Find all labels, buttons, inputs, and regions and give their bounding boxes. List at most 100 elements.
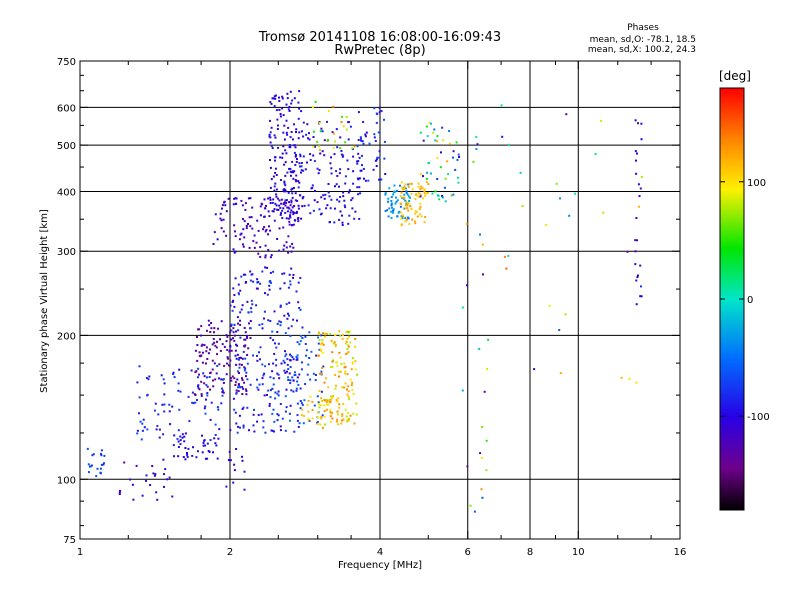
- data-point: [269, 196, 272, 199]
- data-point: [283, 124, 286, 127]
- data-point: [307, 363, 310, 366]
- data-point: [404, 217, 407, 220]
- data-point: [233, 197, 236, 200]
- data-point: [418, 213, 421, 216]
- data-point: [264, 365, 267, 368]
- data-point: [222, 381, 225, 384]
- data-point: [269, 280, 272, 282]
- data-point: [243, 345, 246, 348]
- data-point: [273, 134, 276, 137]
- data-point: [279, 213, 282, 216]
- data-point: [639, 295, 642, 298]
- data-point: [265, 229, 268, 231]
- data-point: [273, 219, 276, 222]
- data-point: [282, 207, 285, 210]
- data-point: [290, 209, 293, 212]
- data-point: [426, 135, 429, 138]
- data-point: [272, 383, 275, 386]
- data-point: [269, 159, 271, 161]
- data-point: [559, 197, 561, 200]
- data-point: [640, 285, 642, 288]
- data-point: [289, 283, 292, 286]
- data-point: [340, 153, 343, 156]
- data-point: [156, 425, 159, 427]
- data-point: [636, 152, 638, 155]
- data-point: [225, 340, 228, 343]
- data-point: [200, 380, 203, 383]
- data-point: [270, 254, 273, 257]
- data-point: [329, 398, 332, 401]
- data-point: [299, 194, 301, 197]
- data-point: [191, 401, 194, 404]
- data-point: [284, 350, 286, 353]
- data-point: [201, 343, 204, 346]
- data-point: [321, 351, 324, 354]
- data-point: [321, 426, 324, 429]
- data-point: [220, 219, 223, 222]
- data-point: [300, 171, 302, 174]
- data-point: [287, 379, 290, 381]
- data-point: [333, 221, 336, 224]
- data-point: [402, 188, 405, 191]
- data-point: [252, 240, 255, 243]
- data-point: [289, 280, 292, 283]
- data-point: [323, 139, 326, 142]
- data-point: [203, 375, 206, 378]
- data-point: [278, 320, 281, 323]
- data-point: [304, 335, 307, 338]
- data-point: [290, 102, 293, 105]
- data-point: [277, 394, 280, 397]
- data-point: [207, 352, 210, 355]
- data-point: [247, 197, 250, 200]
- data-point: [329, 415, 332, 418]
- data-point: [211, 359, 214, 362]
- data-point: [286, 210, 289, 213]
- data-point: [234, 384, 237, 386]
- data-point: [358, 186, 361, 189]
- data-point: [249, 197, 252, 200]
- data-point: [263, 372, 266, 375]
- data-point: [284, 204, 287, 207]
- data-point: [377, 131, 380, 134]
- data-point: [425, 125, 428, 128]
- data-point: [500, 104, 503, 107]
- data-point: [129, 478, 131, 481]
- data-point: [308, 419, 311, 422]
- data-point: [252, 413, 255, 416]
- data-point: [95, 475, 98, 478]
- data-point: [392, 208, 395, 211]
- data-point: [461, 306, 464, 309]
- data-point: [192, 402, 195, 405]
- data-point: [426, 171, 429, 174]
- data-point: [347, 222, 350, 225]
- data-point: [318, 145, 321, 148]
- data-point: [346, 393, 349, 396]
- data-point: [241, 386, 244, 389]
- data-point: [393, 184, 396, 187]
- data-point: [288, 106, 291, 108]
- data-point: [213, 331, 215, 334]
- data-point: [238, 293, 240, 296]
- data-point: [322, 365, 325, 368]
- data-point: [351, 381, 354, 384]
- data-point: [227, 357, 229, 360]
- data-point: [236, 378, 239, 381]
- data-point: [308, 138, 311, 141]
- data-point: [293, 97, 296, 100]
- data-point: [441, 126, 444, 129]
- data-point: [198, 373, 200, 376]
- data-point: [277, 414, 280, 417]
- data-point: [215, 444, 218, 447]
- data-point: [296, 158, 298, 160]
- data-point: [177, 389, 180, 392]
- data-point: [191, 454, 194, 457]
- data-point: [196, 399, 198, 401]
- data-point: [634, 239, 637, 242]
- data-point: [271, 147, 274, 149]
- data-point: [283, 314, 286, 317]
- data-point: [301, 408, 304, 411]
- data-point: [285, 241, 288, 244]
- data-point: [286, 199, 288, 202]
- data-point: [392, 211, 395, 214]
- data-point: [505, 267, 508, 270]
